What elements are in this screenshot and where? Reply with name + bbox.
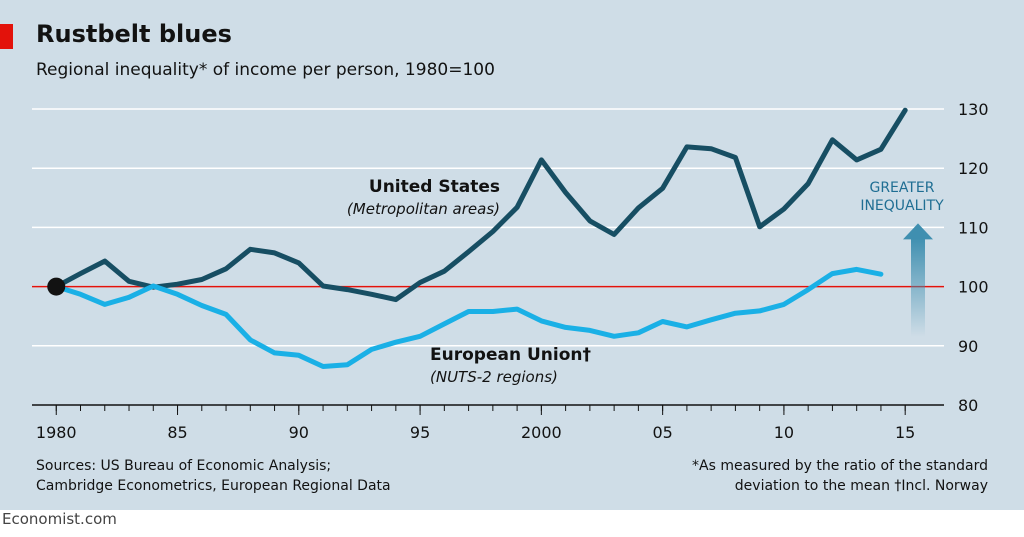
arrow-label: GREATER (869, 180, 934, 196)
y-tick-label: 120 (958, 159, 989, 178)
x-tick-label: 2000 (521, 423, 562, 442)
footnote-line: *As measured by the ratio of the standar… (692, 458, 988, 474)
series-label-us: United States (369, 177, 500, 197)
series-sublabel-us: (Metropolitan areas) (347, 200, 500, 218)
series-sublabel-eu: (NUTS-2 regions) (430, 368, 558, 386)
brand-red-tag (0, 24, 13, 49)
series-line-us (53, 107, 908, 303)
chart-subtitle: Regional inequality* of income per perso… (36, 60, 495, 80)
y-tick-label: 130 (958, 100, 989, 119)
greater-inequality-arrow-shaft (911, 237, 925, 337)
x-tick-label: 10 (774, 423, 794, 442)
chart-title: Rustbelt blues (36, 20, 232, 48)
sources-note: Sources: US Bureau of Economic Analysis;… (36, 456, 391, 496)
x-tick-label: 95 (410, 423, 430, 442)
series-label-eu: European Union† (430, 345, 591, 365)
x-tick-label: 05 (652, 423, 672, 442)
footnote: *As measured by the ratio of the standar… (692, 456, 988, 496)
y-tick-label: 80 (958, 396, 978, 415)
series-line-eu (53, 266, 884, 369)
x-tick-label: 90 (289, 423, 309, 442)
x-tick-label: 15 (895, 423, 915, 442)
greater-inequality-arrow-head (903, 223, 933, 240)
y-tick-label: 110 (958, 218, 989, 237)
footnote-line: deviation to the mean †Incl. Norway (734, 478, 988, 494)
x-tick-label: 85 (167, 423, 187, 442)
arrow-label: INEQUALITY (860, 198, 944, 214)
start-point-marker (47, 277, 66, 296)
sources-line: Cambridge Econometrics, European Regiona… (36, 478, 391, 494)
brand-watermark[interactable]: Economist.com (2, 510, 117, 528)
sources-line: Sources: US Bureau of Economic Analysis; (36, 458, 332, 474)
chart-panel (0, 0, 1024, 510)
x-tick-label: 1980 (36, 423, 77, 442)
y-tick-label: 90 (958, 337, 978, 356)
y-tick-label: 100 (958, 278, 989, 297)
line-chart: 80 90 100 110 120 130 1980 85 90 95 2000 05 10 15 GREA… (32, 100, 989, 442)
